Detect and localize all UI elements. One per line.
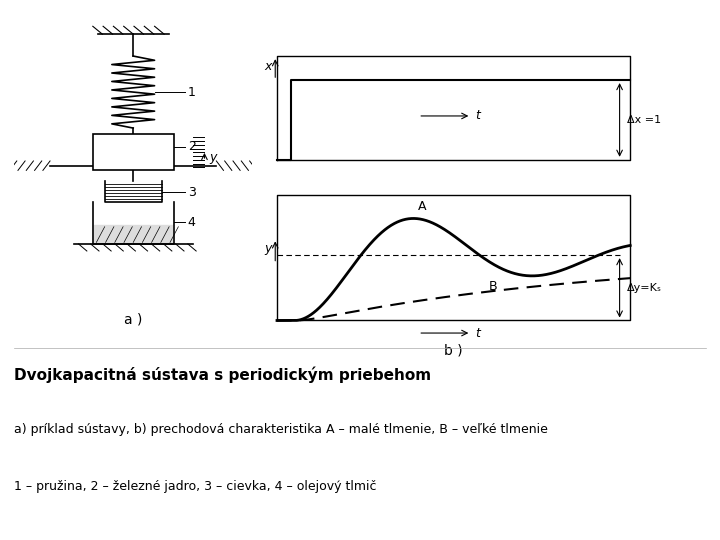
Text: 1: 1: [188, 85, 196, 99]
Text: y: y: [210, 151, 217, 164]
Text: a) príklad sústavy, b) prechodová charakteristika A – malé tlmenie, B – veľké tl: a) príklad sústavy, b) prechodová charak…: [14, 423, 548, 436]
Text: a ): a ): [124, 313, 143, 327]
Text: y: y: [264, 242, 271, 255]
Text: 1 – pružina, 2 – železné jadro, 3 – cievka, 4 – olejový tlmič: 1 – pružina, 2 – železné jadro, 3 – ciev…: [14, 480, 377, 492]
Polygon shape: [93, 134, 174, 171]
Text: x: x: [264, 60, 271, 73]
Text: A: A: [418, 200, 427, 213]
Text: t: t: [474, 110, 480, 123]
Text: B: B: [489, 280, 498, 293]
Text: b ): b ): [444, 344, 463, 358]
Text: 3: 3: [188, 186, 196, 199]
Text: Δx =1: Δx =1: [626, 115, 661, 125]
Text: 4: 4: [188, 215, 196, 228]
Text: Δy=Kₛ: Δy=Kₛ: [626, 283, 662, 293]
Text: t: t: [474, 327, 480, 340]
Text: Dvojkapacitná sústava s periodickým priebehom: Dvojkapacitná sústava s periodickým prie…: [14, 366, 431, 383]
Text: 2: 2: [188, 140, 196, 153]
